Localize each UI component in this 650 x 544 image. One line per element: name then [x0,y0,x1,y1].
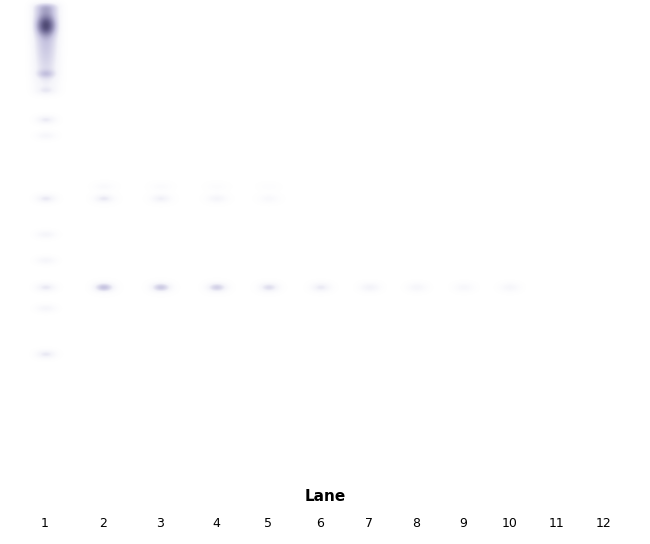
Text: 1: 1 [40,517,48,530]
Text: 7: 7 [365,517,373,530]
Text: 3: 3 [156,517,164,530]
Text: 12: 12 [595,517,611,530]
Text: 6: 6 [317,517,324,530]
Text: 8: 8 [412,517,420,530]
Text: 2: 2 [99,517,107,530]
Text: 4: 4 [213,517,220,530]
Text: 11: 11 [549,517,564,530]
Text: Lane: Lane [304,489,346,504]
Text: 9: 9 [459,517,467,530]
Text: 10: 10 [502,517,517,530]
Text: 5: 5 [265,517,272,530]
